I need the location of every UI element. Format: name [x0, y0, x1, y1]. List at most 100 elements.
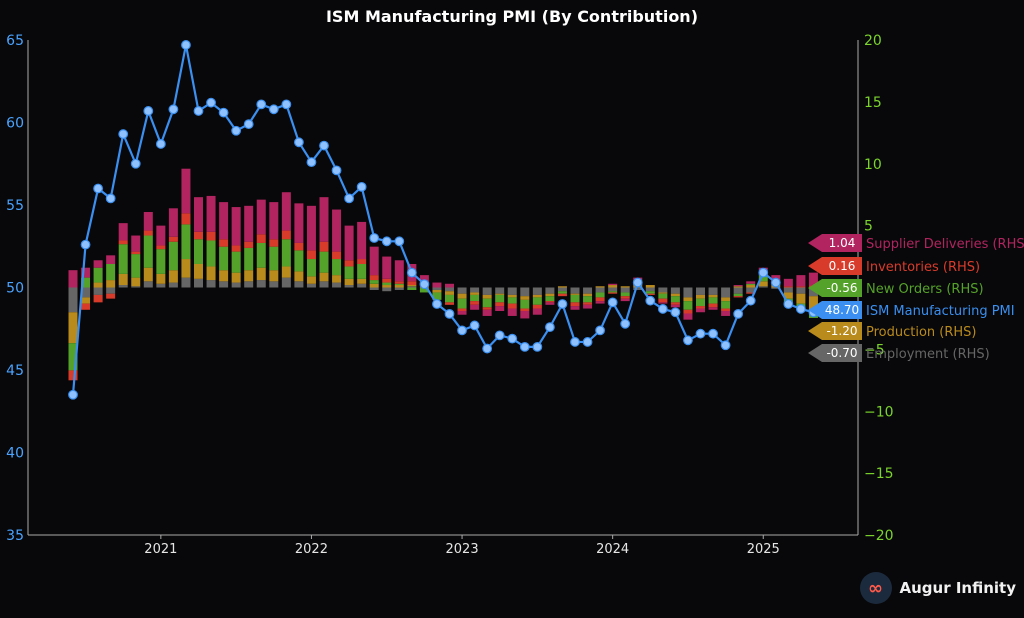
pmi-point: [507, 333, 518, 344]
bar-supplier: [708, 307, 718, 310]
pmi-point: [745, 295, 756, 306]
bar-supplier: [93, 260, 103, 268]
bar-employment: [645, 287, 655, 292]
bar-employment: [281, 277, 291, 288]
bar-inventories: [118, 240, 128, 245]
bar-new_orders: [457, 298, 467, 309]
bar-employment: [733, 287, 743, 294]
bar-production: [281, 266, 291, 278]
bar-inventories: [783, 286, 793, 288]
bar-employment: [306, 283, 316, 288]
brand: ∞ Augur Infinity: [859, 572, 1016, 604]
bar-production: [520, 296, 530, 300]
bar-employment: [93, 287, 103, 295]
bar-new_orders: [106, 263, 116, 281]
bar-production: [532, 294, 542, 298]
bar-inventories: [470, 301, 480, 305]
bar-inventories: [332, 251, 342, 260]
bar-production: [696, 294, 705, 299]
bar-employment: [532, 287, 542, 295]
bar-inventories: [81, 303, 91, 310]
pmi-point: [130, 158, 141, 169]
bar-new_orders: [683, 301, 693, 310]
bar-production: [231, 272, 241, 283]
bar-employment: [783, 287, 793, 293]
bar-production: [507, 294, 517, 298]
bar-new_orders: [156, 249, 166, 274]
bar-employment: [495, 287, 505, 294]
brand-name: Augur Infinity: [899, 579, 1016, 597]
pmi-point: [344, 193, 355, 204]
legend-value: 1.04: [829, 236, 856, 250]
pmi-point: [294, 137, 304, 148]
bar-production: [294, 271, 304, 282]
bar-supplier: [658, 302, 668, 304]
bar-supplier: [495, 306, 505, 312]
pmi-point: [645, 295, 656, 306]
pmi-point: [783, 299, 794, 309]
bar-new_orders: [231, 251, 241, 273]
bar-production: [344, 278, 354, 286]
bar-new_orders: [758, 275, 768, 282]
bar-new_orders: [645, 291, 655, 294]
pmi-point: [494, 330, 505, 341]
x-tick-label: 2021: [144, 542, 177, 557]
bar-inventories: [570, 302, 580, 307]
bar-inventories: [557, 293, 567, 297]
bar-inventories: [294, 242, 304, 251]
pmi-point: [770, 277, 781, 288]
pmi-point: [670, 307, 681, 318]
bar-inventories: [394, 281, 404, 284]
bar-production: [808, 296, 818, 312]
chart-title: ISM Manufacturing PMI (By Contribution): [326, 7, 698, 26]
pmi-point: [708, 328, 718, 339]
left-tick-label: 50: [6, 281, 24, 297]
bar-supplier: [382, 256, 392, 279]
legend-item-new_orders: -0.56 New Orders (RHS): [808, 279, 984, 297]
right-tick-label: 15: [864, 95, 882, 111]
pmi-point: [231, 125, 242, 136]
right-tick-label: 5: [864, 219, 873, 235]
bar-new_orders: [545, 296, 555, 302]
bar-inventories: [645, 293, 655, 295]
bar-supplier: [771, 275, 781, 281]
bar-new_orders: [93, 267, 103, 283]
bar-employment: [269, 281, 279, 288]
bar-production: [445, 291, 454, 295]
pmi-point: [683, 335, 693, 346]
pmi-point: [218, 107, 229, 118]
bar-production: [269, 270, 279, 282]
bar-inventories: [143, 230, 153, 236]
left-tick-label: 40: [6, 446, 24, 462]
bar-supplier: [156, 225, 166, 246]
bar-new_orders: [570, 294, 580, 303]
bar-employment: [482, 287, 492, 295]
bar-employment: [570, 287, 580, 294]
bar-supplier: [432, 282, 442, 288]
bar-production: [457, 293, 467, 299]
pmi-point: [519, 342, 530, 352]
bar-production: [407, 285, 417, 287]
bar-supplier: [181, 168, 191, 214]
bar-employment: [394, 287, 404, 290]
pmi-point: [720, 340, 731, 351]
bar-employment: [683, 287, 693, 298]
bar-new_orders: [344, 266, 354, 279]
bar-employment: [206, 280, 216, 288]
bar-production: [131, 277, 141, 287]
bar-production: [708, 294, 718, 298]
bar-employment: [168, 282, 178, 288]
bar-inventories: [306, 250, 316, 260]
x-tick-label: 2022: [295, 542, 328, 557]
pmi-point: [381, 236, 392, 247]
legend-group: 1.04 Supplier Deliveries (RHS) 0.16 Invento…: [808, 234, 1024, 362]
bar-new_orders: [68, 343, 78, 371]
bar-supplier: [783, 278, 793, 287]
bar-production: [319, 272, 329, 282]
bar-employment: [557, 287, 567, 292]
bar-inventories: [482, 307, 492, 310]
left-tick-label: 45: [6, 363, 24, 379]
legend-value: -0.70: [826, 346, 857, 360]
bar-supplier: [269, 202, 279, 240]
